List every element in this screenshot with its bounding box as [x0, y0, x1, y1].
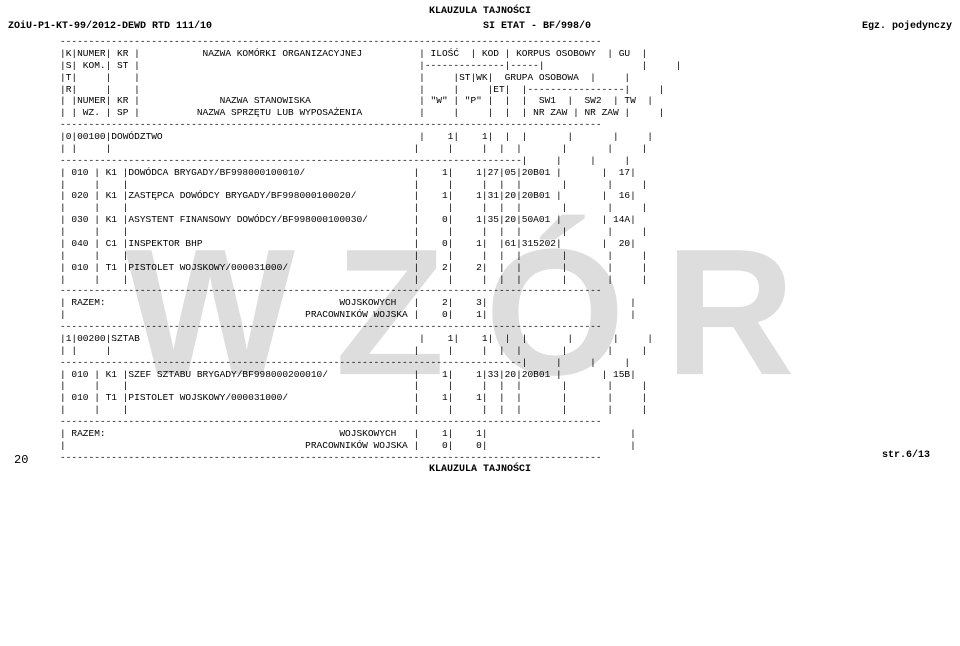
- page-str: str.6/13: [882, 450, 930, 461]
- classification-footer: KLAUZULA TAJNOŚCI: [0, 464, 960, 475]
- doc-header-row: ZOiU-P1-KT-99/2012-DEWD RTD 111/10 SI ET…: [0, 19, 960, 34]
- doc-id-right: Egz. pojedynczy: [862, 21, 952, 32]
- classification-header: KLAUZULA TAJNOŚCI: [0, 0, 960, 17]
- doc-id-center: SI ETAT - BF/998/0: [212, 21, 862, 32]
- doc-id-left: ZOiU-P1-KT-99/2012-DEWD RTD 111/10: [8, 21, 212, 32]
- page-number: 20: [14, 453, 28, 467]
- table-content: ----------------------------------------…: [0, 36, 960, 464]
